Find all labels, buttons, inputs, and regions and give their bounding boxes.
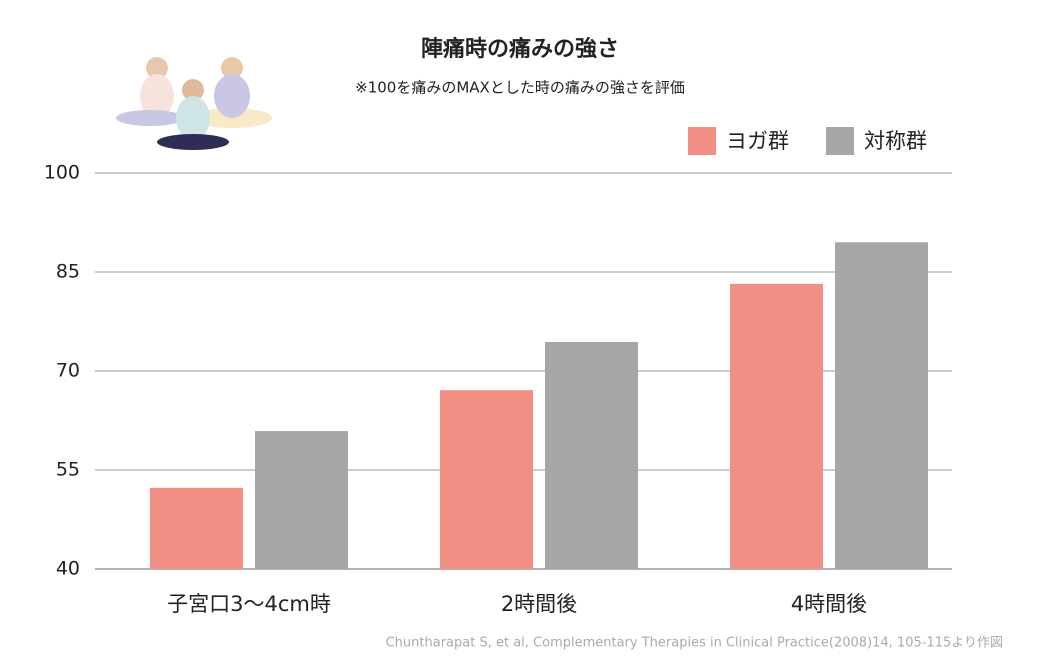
bar <box>730 283 823 569</box>
legend-label: ヨガ群 <box>726 129 789 153</box>
chart-subtitle: ※100を痛みのMAXとした時の痛みの強さを評価 <box>355 79 685 97</box>
legend-label: 対称群 <box>864 129 927 153</box>
chart-title: 陣痛時の痛みの強さ <box>421 36 619 62</box>
bar <box>440 390 533 569</box>
y-tick-label: 100 <box>44 162 80 184</box>
bar <box>255 431 348 569</box>
y-tick-label: 40 <box>56 558 80 580</box>
illustration <box>116 57 272 150</box>
y-tick-label: 55 <box>56 459 80 481</box>
legend-swatch <box>688 127 716 155</box>
x-tick-label: 4時間後 <box>791 592 867 616</box>
source-note: Chuntharapat S, et al, Complementary The… <box>386 636 1003 651</box>
x-tick-label: 子宮口3〜4cm時 <box>167 592 331 616</box>
bar <box>835 242 928 570</box>
legend-swatch <box>826 127 854 155</box>
bar <box>150 487 243 569</box>
y-tick-label: 85 <box>56 261 80 283</box>
bar <box>545 341 638 569</box>
y-tick-label: 70 <box>56 360 80 382</box>
x-tick-label: 2時間後 <box>501 592 577 616</box>
